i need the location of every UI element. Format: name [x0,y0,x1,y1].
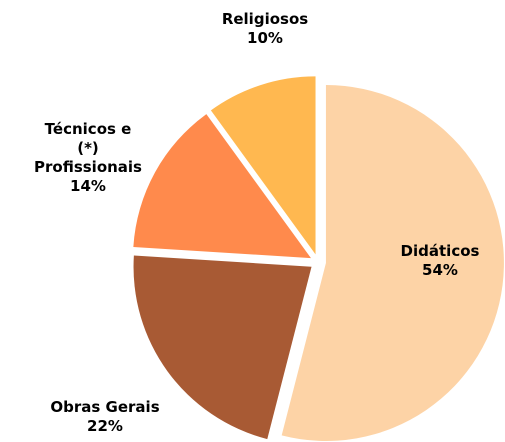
slice-value: 10% [247,29,283,47]
pie-slice [281,85,504,442]
pie-slice [133,114,311,259]
slice-label: Técnicos e (*) Profissionais [34,120,142,176]
slice-label: Obras Gerais [50,398,160,416]
slice-value: 22% [87,417,123,435]
slice-label: Religiosos [221,10,309,28]
slice-value: 54% [422,261,458,279]
pie-slice [210,76,316,255]
slice-value: 14% [70,177,106,195]
pie-slice [133,255,312,440]
slice-label: Didáticos [400,242,480,260]
